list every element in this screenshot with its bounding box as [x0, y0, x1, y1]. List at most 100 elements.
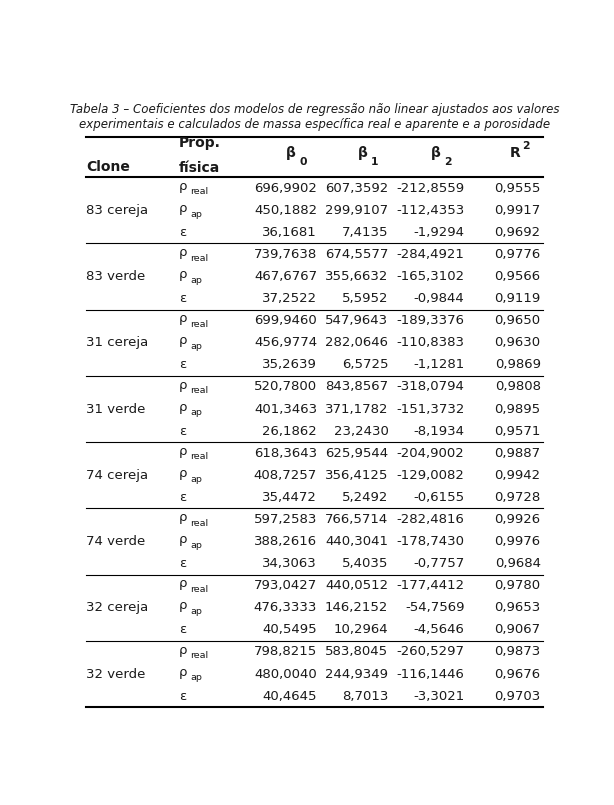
Text: 5,5952: 5,5952 — [342, 292, 389, 305]
Text: 6,5725: 6,5725 — [342, 358, 389, 371]
Text: β: β — [431, 147, 441, 160]
Text: 0,9873: 0,9873 — [494, 646, 541, 658]
Text: 31 cereja: 31 cereja — [86, 336, 149, 349]
Text: R: R — [510, 147, 521, 160]
Text: -4,5646: -4,5646 — [414, 623, 465, 637]
Text: 7,4135: 7,4135 — [342, 226, 389, 239]
Text: 83 cereja: 83 cereja — [86, 204, 149, 217]
Text: 0,9566: 0,9566 — [495, 270, 541, 283]
Text: 83 verde: 83 verde — [86, 270, 146, 283]
Text: ε: ε — [179, 424, 186, 438]
Text: 0,9630: 0,9630 — [495, 336, 541, 349]
Text: 32 verde: 32 verde — [86, 667, 146, 680]
Text: 618,3643: 618,3643 — [254, 447, 317, 460]
Text: ap: ap — [190, 474, 203, 484]
Text: 35,2639: 35,2639 — [262, 358, 317, 371]
Text: 2: 2 — [522, 141, 529, 151]
Text: Clone: Clone — [86, 160, 130, 174]
Text: 34,3063: 34,3063 — [262, 557, 317, 570]
Text: 0,9119: 0,9119 — [494, 292, 541, 305]
Text: 0,9917: 0,9917 — [494, 204, 541, 217]
Text: 699,9460: 699,9460 — [254, 314, 317, 327]
Text: ρ: ρ — [179, 401, 187, 414]
Text: ap: ap — [190, 673, 203, 683]
Text: ap: ap — [190, 209, 203, 218]
Text: 597,2583: 597,2583 — [254, 513, 317, 526]
Text: ρ: ρ — [179, 268, 187, 281]
Text: -112,4353: -112,4353 — [396, 204, 465, 217]
Text: -284,4921: -284,4921 — [397, 248, 465, 261]
Text: real: real — [190, 254, 209, 262]
Text: 456,9774: 456,9774 — [254, 336, 317, 349]
Text: 607,3592: 607,3592 — [325, 182, 389, 195]
Text: 5,2492: 5,2492 — [342, 491, 389, 504]
Text: 0,9571: 0,9571 — [494, 424, 541, 438]
Text: 371,1782: 371,1782 — [325, 402, 389, 415]
Text: 0,9942: 0,9942 — [495, 469, 541, 481]
Text: 583,8045: 583,8045 — [325, 646, 389, 658]
Text: 1: 1 — [371, 157, 378, 167]
Text: Tabela 3 – Coeficientes dos modelos de regressão não linear ajustados aos valore: Tabela 3 – Coeficientes dos modelos de r… — [70, 103, 559, 116]
Text: 244,9349: 244,9349 — [325, 667, 389, 680]
Text: 793,0427: 793,0427 — [254, 580, 317, 592]
Text: 0,9976: 0,9976 — [495, 535, 541, 548]
Text: 23,2430: 23,2430 — [333, 424, 389, 438]
Text: -204,9002: -204,9002 — [397, 447, 465, 460]
Text: -116,1446: -116,1446 — [397, 667, 465, 680]
Text: 0,9676: 0,9676 — [495, 667, 541, 680]
Text: 440,0512: 440,0512 — [325, 580, 389, 592]
Text: 0,9692: 0,9692 — [495, 226, 541, 239]
Text: real: real — [190, 651, 209, 660]
Text: ρ: ρ — [179, 334, 187, 348]
Text: 8,7013: 8,7013 — [342, 690, 389, 703]
Text: 766,5714: 766,5714 — [325, 513, 389, 526]
Text: 0,9808: 0,9808 — [495, 381, 541, 394]
Text: -8,1934: -8,1934 — [414, 424, 465, 438]
Text: ε: ε — [179, 557, 186, 570]
Text: ap: ap — [190, 541, 203, 550]
Text: 388,2616: 388,2616 — [254, 535, 317, 548]
Text: -260,5297: -260,5297 — [397, 646, 465, 658]
Text: Prop.: Prop. — [179, 136, 221, 151]
Text: -189,3376: -189,3376 — [397, 314, 465, 327]
Text: ρ: ρ — [179, 312, 187, 325]
Text: 40,4645: 40,4645 — [263, 690, 317, 703]
Text: real: real — [190, 585, 209, 594]
Text: 146,2152: 146,2152 — [325, 601, 389, 614]
Text: 467,6767: 467,6767 — [254, 270, 317, 283]
Text: ρ: ρ — [179, 643, 187, 657]
Text: ε: ε — [179, 623, 186, 637]
Text: 355,6632: 355,6632 — [325, 270, 389, 283]
Text: 0,9703: 0,9703 — [494, 690, 541, 703]
Text: real: real — [190, 320, 209, 329]
Text: 0,9780: 0,9780 — [495, 580, 541, 592]
Text: -54,7569: -54,7569 — [405, 601, 465, 614]
Text: 0,9684: 0,9684 — [495, 557, 541, 570]
Text: 739,7638: 739,7638 — [254, 248, 317, 261]
Text: -0,7757: -0,7757 — [413, 557, 465, 570]
Text: ρ: ρ — [179, 467, 187, 480]
Text: 674,5577: 674,5577 — [325, 248, 389, 261]
Text: real: real — [190, 188, 209, 196]
Text: -318,0794: -318,0794 — [397, 381, 465, 394]
Text: -0,9844: -0,9844 — [414, 292, 465, 305]
Text: experimentais e calculados de massa específica real e aparente e a porosidade: experimentais e calculados de massa espe… — [79, 118, 550, 131]
Text: 37,2522: 37,2522 — [262, 292, 317, 305]
Text: β: β — [357, 147, 367, 160]
Text: ρ: ρ — [179, 378, 187, 391]
Text: ε: ε — [179, 491, 186, 504]
Text: ρ: ρ — [179, 511, 187, 524]
Text: ε: ε — [179, 292, 186, 305]
Text: ε: ε — [179, 226, 186, 239]
Text: 32 cereja: 32 cereja — [86, 601, 149, 614]
Text: -151,3732: -151,3732 — [396, 402, 465, 415]
Text: real: real — [190, 386, 209, 395]
Text: -1,1281: -1,1281 — [413, 358, 465, 371]
Text: 696,9902: 696,9902 — [254, 182, 317, 195]
Text: real: real — [190, 452, 209, 461]
Text: 74 verde: 74 verde — [86, 535, 146, 548]
Text: 74 cereja: 74 cereja — [86, 469, 149, 481]
Text: 450,1882: 450,1882 — [254, 204, 317, 217]
Text: 0,9067: 0,9067 — [495, 623, 541, 637]
Text: 10,2964: 10,2964 — [334, 623, 389, 637]
